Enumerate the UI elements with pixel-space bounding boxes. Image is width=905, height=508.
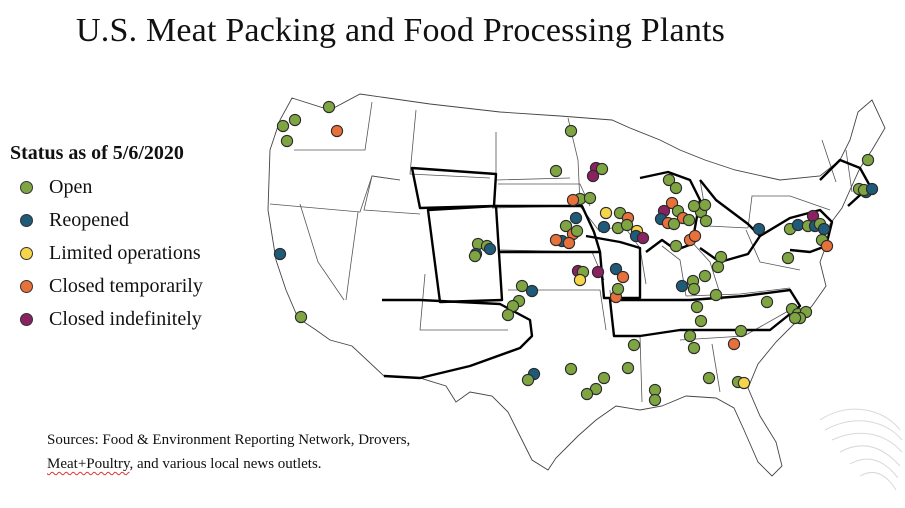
plant-marker-reopened bbox=[791, 218, 805, 232]
plant-marker-closed-temp bbox=[562, 236, 576, 250]
plant-marker-open bbox=[621, 361, 635, 375]
plant-marker-open bbox=[709, 288, 723, 302]
sources-line-2: Meat+Poultry, and various local news out… bbox=[47, 452, 527, 476]
plant-marker-closed-temp bbox=[616, 270, 630, 284]
eagle-watermark bbox=[819, 408, 903, 491]
plant-marker-open bbox=[580, 387, 594, 401]
reopened-marker-icon bbox=[20, 214, 33, 227]
plant-marker-open bbox=[280, 134, 294, 148]
plant-marker-open bbox=[294, 310, 308, 324]
plant-marker-limited bbox=[737, 376, 751, 390]
plant-marker-closed-indef bbox=[586, 169, 600, 183]
plant-marker-open bbox=[669, 181, 683, 195]
plant-marker-reopened bbox=[483, 242, 497, 256]
plant-marker-limited bbox=[573, 273, 587, 287]
plant-marker-open bbox=[667, 217, 681, 231]
plant-marker-closed-temp bbox=[688, 229, 702, 243]
plant-marker-open bbox=[468, 249, 482, 263]
plant-marker-open bbox=[699, 214, 713, 228]
plant-marker-open bbox=[597, 371, 611, 385]
plant-marker-open bbox=[687, 282, 701, 296]
region-boundaries bbox=[382, 158, 872, 380]
sources-meat-poultry: Meat+Poultry bbox=[47, 456, 130, 472]
plant-marker-open bbox=[322, 100, 336, 114]
plant-markers bbox=[273, 100, 879, 407]
legend-item-reopened: Reopened bbox=[10, 204, 203, 237]
legend-label: Closed temporarily bbox=[49, 275, 203, 297]
plant-marker-open bbox=[781, 251, 795, 265]
legend-item-closed-indefinitely: Closed indefinitely bbox=[10, 303, 203, 336]
plant-marker-open bbox=[788, 311, 802, 325]
plant-marker-reopened bbox=[525, 284, 539, 298]
plant-marker-reopened bbox=[675, 279, 689, 293]
closed-temp-marker-icon bbox=[20, 280, 33, 293]
plant-marker-closed-indef bbox=[636, 231, 650, 245]
plant-marker-reopened bbox=[865, 182, 879, 196]
plant-marker-reopened bbox=[817, 222, 831, 236]
open-marker-icon bbox=[20, 181, 33, 194]
plant-marker-open bbox=[687, 199, 701, 213]
plant-marker-open bbox=[648, 393, 662, 407]
plant-marker-open bbox=[276, 119, 290, 133]
plant-marker-limited bbox=[599, 206, 613, 220]
legend-title: Status as of 5/6/2020 bbox=[10, 142, 184, 164]
legend-label: Closed indefinitely bbox=[49, 308, 202, 330]
sources-note: Sources: Food & Environment Reporting Ne… bbox=[47, 428, 527, 476]
plant-marker-open bbox=[711, 260, 725, 274]
legend-label: Reopened bbox=[49, 209, 129, 231]
plant-marker-reopened bbox=[609, 262, 623, 276]
plant-marker-open bbox=[702, 371, 716, 385]
plant-marker-closed-temp bbox=[566, 193, 580, 207]
plant-marker-open bbox=[564, 362, 578, 376]
plant-marker-closed-indef bbox=[591, 265, 605, 279]
plant-marker-open bbox=[687, 341, 701, 355]
plant-marker-closed-temp bbox=[727, 337, 741, 351]
plant-marker-open bbox=[627, 338, 641, 352]
plant-marker-open bbox=[549, 164, 563, 178]
plant-marker-reopened bbox=[569, 211, 583, 225]
plant-marker-open bbox=[288, 113, 302, 127]
plant-marker-open bbox=[620, 218, 634, 232]
plant-marker-open bbox=[698, 269, 712, 283]
plant-marker-open bbox=[682, 213, 696, 227]
plant-marker-open bbox=[564, 124, 578, 138]
limited-marker-icon bbox=[20, 247, 33, 260]
plant-marker-closed-temp bbox=[330, 124, 344, 138]
legend-item-limited: Limited operations bbox=[10, 237, 203, 270]
plant-marker-open bbox=[690, 300, 704, 314]
legend-label: Open bbox=[49, 176, 93, 198]
plant-marker-open bbox=[611, 282, 625, 296]
plant-marker-open bbox=[669, 239, 683, 253]
plant-marker-open bbox=[861, 153, 875, 167]
plant-marker-open bbox=[595, 162, 609, 176]
plant-marker-open bbox=[662, 173, 676, 187]
plant-marker-reopened bbox=[273, 247, 287, 261]
plant-marker-open bbox=[760, 295, 774, 309]
map-title: U.S. Meat Packing and Food Processing Pl… bbox=[76, 12, 726, 49]
plant-marker-open bbox=[570, 224, 584, 238]
plant-marker-open bbox=[698, 198, 712, 212]
plant-marker-reopened bbox=[597, 220, 611, 234]
plant-marker-closed-temp bbox=[820, 239, 834, 253]
legend-item-closed-temporarily: Closed temporarily bbox=[10, 270, 203, 303]
plant-marker-open bbox=[734, 324, 748, 338]
legend-label: Limited operations bbox=[49, 242, 201, 264]
plant-marker-open bbox=[583, 191, 597, 205]
plant-marker-closed-temp bbox=[549, 233, 563, 247]
legend-item-open: Open bbox=[10, 171, 203, 204]
plant-marker-open bbox=[501, 308, 515, 322]
plant-marker-reopened bbox=[752, 222, 766, 236]
plant-marker-open bbox=[694, 314, 708, 328]
plant-marker-open bbox=[559, 219, 573, 233]
plant-marker-open bbox=[515, 279, 529, 293]
closed-indef-marker-icon bbox=[20, 313, 33, 326]
plant-marker-open bbox=[521, 373, 535, 387]
sources-line-2-rest: , and various local news outlets. bbox=[129, 456, 322, 472]
sources-line-1: Sources: Food & Environment Reporting Ne… bbox=[47, 432, 411, 448]
plant-marker-open bbox=[683, 329, 697, 343]
legend: Status as of 5/6/2020 Open Reopened Limi… bbox=[10, 142, 203, 336]
